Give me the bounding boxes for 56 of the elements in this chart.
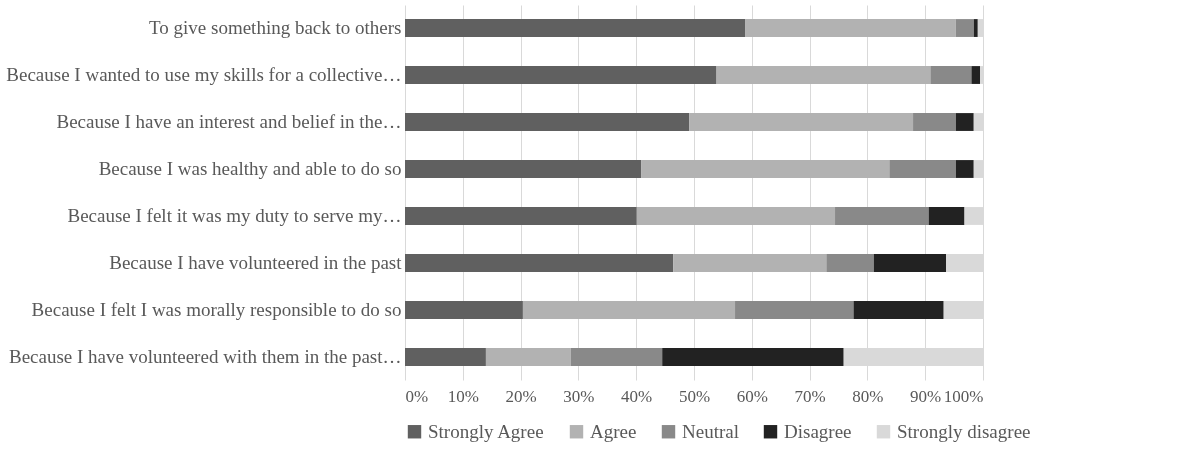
bar (873, 254, 947, 272)
bar (405, 301, 523, 319)
bar (522, 301, 736, 319)
y-tick-label: Because I have volunteered in the past (109, 251, 403, 273)
bar (485, 348, 571, 366)
bar (745, 19, 956, 37)
legend-label: Neutral (682, 420, 739, 442)
legend-label: Strongly disagree (897, 420, 1031, 442)
x-tick-label: 20% (505, 386, 537, 406)
bar (716, 66, 931, 84)
x-tick-label: 100% (943, 386, 984, 406)
bar (405, 113, 690, 131)
x-tick-label: 60% (736, 386, 768, 406)
bar (889, 160, 956, 178)
bar (405, 348, 486, 366)
bar (405, 19, 746, 37)
y-tick-label: Because I was healthy and able to do so (98, 158, 402, 179)
y-tick-label: Because I felt I was morally responsible to do so (31, 298, 402, 320)
legend-label: Agree (590, 420, 637, 442)
bar (636, 207, 836, 225)
bar (641, 160, 890, 178)
x-tick-label: 70% (794, 386, 826, 406)
bar (405, 66, 717, 84)
x-tick-label: 10% (447, 386, 479, 406)
bar (928, 207, 965, 225)
x-tick-label: 40% (621, 386, 653, 406)
bar (405, 207, 637, 225)
y-tick-label: Because I wanted to use my skills for a collective… (6, 64, 402, 86)
bar (735, 301, 854, 319)
bar (955, 19, 974, 37)
bar (673, 254, 827, 272)
bar (930, 66, 972, 84)
bar (853, 301, 944, 319)
y-tick-label: Because I felt it was my duty to serve my… (67, 205, 402, 226)
bar (913, 113, 956, 131)
bar (405, 160, 642, 178)
bar (971, 66, 981, 84)
bar (835, 207, 929, 225)
y-tick-label: Because I have an interest and belief in the… (56, 111, 402, 133)
x-tick-label: 80% (852, 386, 884, 406)
legend-label: Disagree (784, 420, 852, 442)
bar (955, 113, 974, 131)
x-tick-label: 50% (678, 386, 711, 406)
x-tick-label: 0% (405, 386, 429, 406)
bar (570, 348, 663, 366)
bar (973, 19, 978, 37)
y-tick-label: To give something back to others (149, 17, 402, 39)
bar (662, 348, 844, 366)
legend-label: Strongly Agree (428, 420, 544, 442)
bar (689, 113, 914, 131)
bar (405, 254, 674, 272)
bar (955, 160, 974, 178)
y-tick-label: Because I have volunteered with them in the past… (8, 345, 402, 367)
x-tick-label: 90% (910, 386, 942, 406)
bar (826, 254, 874, 272)
x-tick-label: 30% (563, 386, 595, 406)
